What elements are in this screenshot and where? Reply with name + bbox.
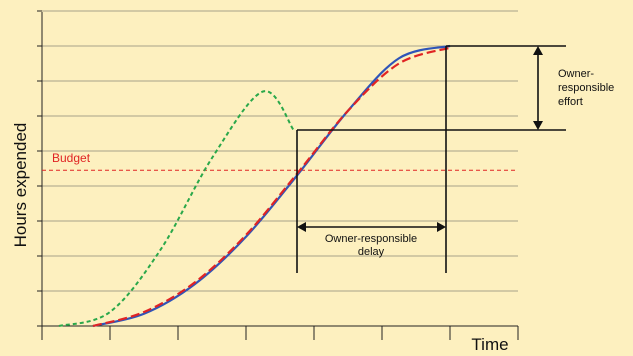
series-line-blue <box>92 44 451 328</box>
effort-label-line3: effort <box>558 96 583 108</box>
effort-label-line1: Owner- <box>558 68 594 80</box>
annotations <box>296 45 566 273</box>
curves <box>58 44 451 328</box>
series-line-red <box>92 46 451 328</box>
budget-label: Budget <box>52 151 91 165</box>
y-axis-label: Hours expended <box>11 123 30 248</box>
delay-label-line2: delay <box>358 246 385 258</box>
effort-label-line2: responsible <box>558 82 614 94</box>
gridlines <box>37 10 518 292</box>
delay-label-line1: Owner-responsible <box>325 233 417 245</box>
effort-arrowhead-bottom <box>533 121 543 130</box>
x-axis-label: Time <box>471 335 508 354</box>
axes <box>37 12 519 340</box>
series-line-green <box>58 90 295 327</box>
delay-arrowhead-right <box>437 222 446 232</box>
effort-arrowhead-top <box>533 46 543 55</box>
delay-arrowhead-left <box>297 222 306 232</box>
